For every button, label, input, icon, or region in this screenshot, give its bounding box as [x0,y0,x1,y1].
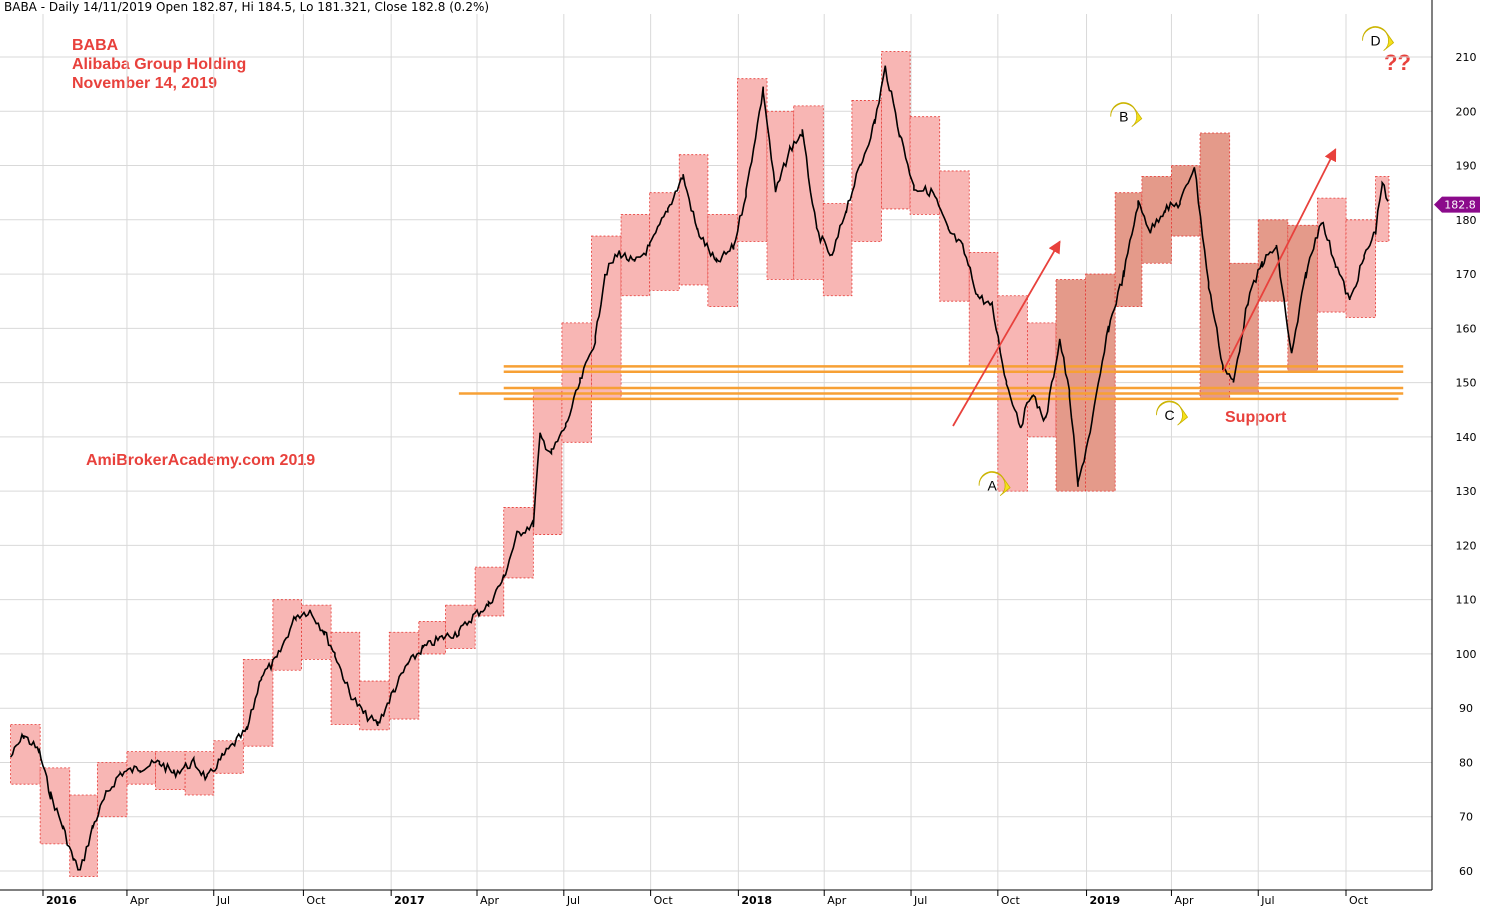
monthly-range-box [330,631,361,725]
y-tick-label: 60 [1459,865,1473,878]
y-tick-label: 200 [1456,105,1477,118]
monthly-range-box [1257,219,1289,302]
monthly-range-box [242,658,274,747]
y-tick-label: 100 [1456,648,1477,661]
y-tick-label: 110 [1456,594,1477,607]
x-tick-label: Jul [566,894,580,907]
y-tick-label: 150 [1456,377,1477,390]
x-tick-label: Apr [1174,894,1194,907]
monthly-range-box [1345,219,1377,318]
wave-label-marker [1156,400,1189,426]
monthly-range-box [359,680,390,731]
y-tick-label: 130 [1456,485,1477,498]
monthly-range-box [96,762,128,818]
y-tick-label: 170 [1456,268,1477,281]
x-tick-label: Apr [130,894,150,907]
x-tick-label: Jul [1260,894,1274,907]
wave-label-marker [1110,102,1143,128]
x-tick-label: Oct [1001,894,1021,907]
wave-label: B [1119,109,1128,125]
monthly-range-box [1199,132,1231,400]
support-label: Support [1225,409,1287,426]
x-tick-label: Oct [1349,894,1369,907]
watermark: AmiBrokerAcademy.com 2019 [86,452,316,469]
y-tick-label: 120 [1456,539,1477,552]
x-tick-label: Oct [654,894,674,907]
y-tick-label: 140 [1456,431,1477,444]
x-tick-label: Jul [216,894,230,907]
wave-label: C [1164,407,1174,423]
y-tick-label: 190 [1456,160,1477,173]
monthly-range-box [474,566,505,617]
trend-arrow [1222,148,1337,373]
monthly-range-box [184,751,215,796]
wave-label-marker [1362,26,1395,52]
title-company: Alibaba Group Holding [72,56,247,73]
last-price-badge [1434,196,1480,213]
x-tick-label: Oct [306,894,326,907]
monthly-range-box [766,110,795,280]
y-tick-label: 90 [1459,702,1473,715]
x-tick-label: Jul [913,894,927,907]
last-price-label: 182.8 [1444,199,1476,212]
wave-label: A [987,478,997,494]
y-tick-label: 210 [1456,51,1477,64]
wave-label: D [1371,33,1381,49]
x-tick-label: Apr [480,894,500,907]
chart-title-block: BABA Alibaba Group Holding November 14, … [72,36,246,93]
monthly-range-box [1085,273,1116,492]
monthly-range-box [707,213,738,308]
y-tick-label: 180 [1456,214,1477,227]
monthly-range-box [272,599,302,671]
title-symbol: BABA [72,37,119,54]
x-tick-label: 2016 [46,894,77,907]
monthly-range-box [793,105,824,280]
monthly-range-box [909,116,941,215]
title-date: November 14, 2019 [72,75,217,92]
monthly-range-box [418,620,446,655]
x-tick-label: 2019 [1090,894,1121,907]
y-tick-label: 160 [1456,322,1477,335]
monthly-range-box [213,740,244,774]
monthly-range-box [851,100,882,242]
monthly-range-box [10,724,41,785]
x-tick-label: 2018 [741,894,772,907]
wave-label-marker [978,471,1011,497]
monthly-range-box [591,235,622,400]
monthly-range-box [1055,279,1087,492]
trend-arrow [952,240,1061,427]
monthly-range-box [69,794,98,877]
x-tick-label: Apr [827,894,847,907]
monthly-range-box [126,751,157,785]
y-tick-label: 70 [1459,811,1473,824]
x-tick-label: 2017 [394,894,425,907]
price-line [9,65,1389,871]
y-tick-label: 80 [1459,756,1473,769]
chart-header: BABA - Daily 14/11/2019 Open 182.87, Hi … [4,0,490,14]
monthly-range-box [649,192,680,291]
monthly-range-box [1027,322,1057,438]
monthly-range-box [388,631,420,720]
monthly-range-box [532,387,563,535]
